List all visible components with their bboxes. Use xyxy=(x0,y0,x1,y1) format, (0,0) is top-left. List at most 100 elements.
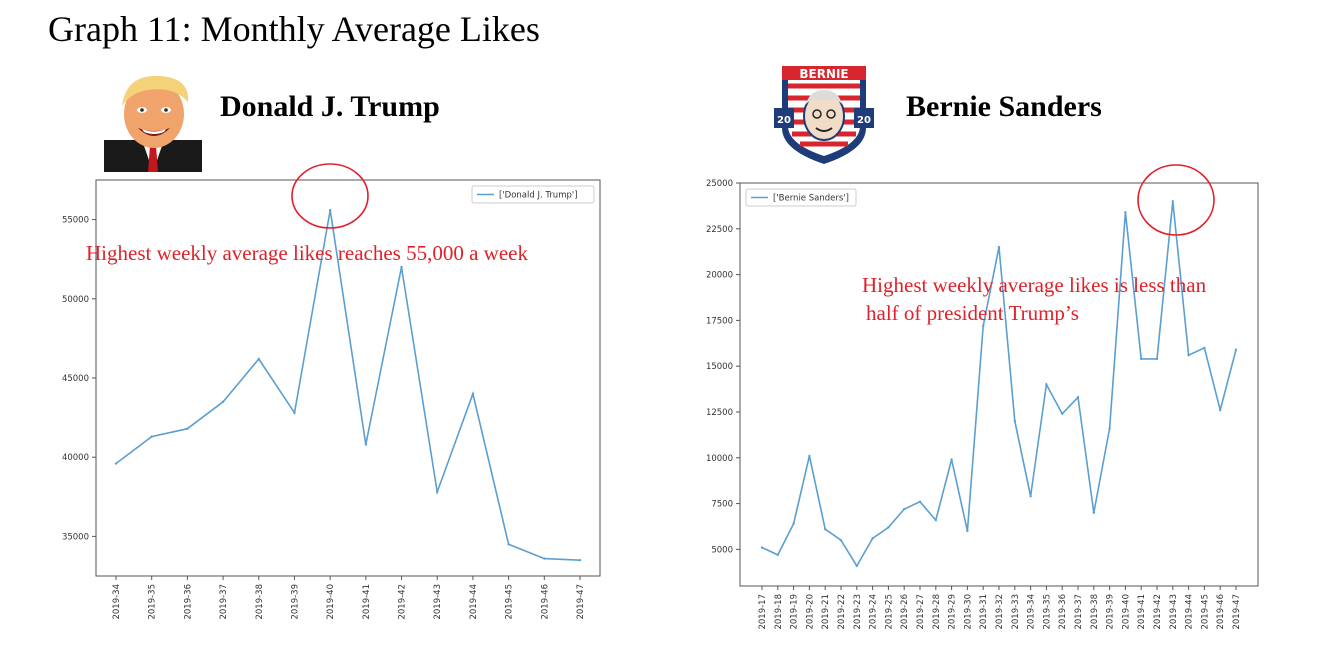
trump-data-point xyxy=(221,400,225,403)
bernie-x-tick-label: 2019-37 xyxy=(1074,594,1084,630)
bernie-data-point xyxy=(1013,419,1016,423)
trump-x-tick-label: 2019-45 xyxy=(505,584,515,620)
bernie-x-tick-label: 2019-40 xyxy=(1121,594,1131,630)
bernie-chart: 5000 7500 10000 12500 15000 17500 20000 22500 25… xyxy=(706,164,1259,630)
bernie-x-tick-label: 2019-33 xyxy=(1011,594,1021,630)
trump-legend-box xyxy=(471,185,595,204)
logo-text: BERNIE xyxy=(799,67,848,81)
bernie-x-tick-label: 2019-21 xyxy=(821,594,831,630)
trump-series-line xyxy=(115,209,581,561)
trump-data-point xyxy=(436,490,439,494)
bernie-data-point xyxy=(760,546,764,549)
bernie-x-tick-label: 2019-36 xyxy=(1058,594,1068,630)
trump-x-tick-label: 2019-46 xyxy=(540,584,550,620)
trump-y-tick-label: 35000 xyxy=(62,532,89,542)
bernie-data-point xyxy=(1045,383,1048,386)
bernie-data-point xyxy=(1061,412,1064,416)
bernie-x-tick-label: 2019-26 xyxy=(900,594,910,630)
trump-data-point xyxy=(186,427,189,430)
trump-panel-title: Donald J. Trump xyxy=(220,90,440,123)
trump-x-tick-label: 2019-39 xyxy=(290,584,300,620)
bernie-y-tick-label: 12500 xyxy=(706,408,733,418)
bernie-x-tick-label: 2019-45 xyxy=(1200,594,1210,630)
bernie-data-point xyxy=(855,564,858,568)
trump-x-tick-label: 2019-37 xyxy=(219,584,229,620)
bernie-data-point xyxy=(1029,495,1032,498)
trump-x-tick-label: 2019-36 xyxy=(183,584,193,620)
bernie-x-tick-label: 2019-35 xyxy=(1042,594,1052,630)
bernie-x-tick-label: 2019-30 xyxy=(963,594,973,630)
bernie-callout-line-2: half of president Trump’s xyxy=(866,301,1079,325)
bernie-y-tick-label: 25000 xyxy=(706,179,733,189)
bernie-x-tick-label: 2019-44 xyxy=(1185,594,1195,630)
bernie-x-tick-label: 2019-38 xyxy=(1090,594,1100,630)
bernie-y-tick-label: 17500 xyxy=(706,316,733,326)
page-title: Graph 11: Monthly Average Likes xyxy=(48,9,540,49)
bernie-series-line xyxy=(761,201,1237,568)
trump-data-point xyxy=(507,543,510,546)
bernie-x-tick-label: 2019-31 xyxy=(979,594,989,630)
trump-legend-label: ['Donald J. Trump'] xyxy=(499,191,578,201)
bernie-x-tick-label: 2019-22 xyxy=(837,594,847,630)
bernie-x-tick-label: 2019-19 xyxy=(790,594,800,630)
bernie-y-tick-label: 5000 xyxy=(711,545,733,555)
bernie-x-tick-label: 2019-28 xyxy=(932,594,942,630)
bernie-y-tick-label: 10000 xyxy=(706,454,733,464)
trump-y-tick-label: 40000 xyxy=(62,453,89,463)
bernie-x-tick-label: 2019-20 xyxy=(805,594,815,630)
bernie-y-tick-label: 22500 xyxy=(706,225,733,235)
bernie-data-point xyxy=(966,529,969,533)
trump-data-point xyxy=(578,558,582,562)
trump-x-tick-label: 2019-41 xyxy=(362,584,372,620)
bernie-callout-line-1: Highest weekly average likes is less tha… xyxy=(862,273,1207,297)
bernie-data-point xyxy=(792,522,795,525)
bernie-data-point xyxy=(1219,408,1222,412)
bernie-data-point xyxy=(982,324,985,328)
trump-y-tick-label: 55000 xyxy=(62,216,89,226)
bernie-data-point xyxy=(1171,200,1175,203)
trump-callout: Highest weekly average likes reaches 55,… xyxy=(86,241,528,265)
bernie-data-point xyxy=(776,553,779,557)
bernie-legend-box xyxy=(745,188,857,207)
trump-x-tick-label: 2019-47 xyxy=(576,584,586,620)
bernie-legend-label: ['Bernie Sanders'] xyxy=(773,194,849,204)
bernie-plot-frame xyxy=(739,182,1259,587)
trump-peak-circle xyxy=(291,163,369,229)
bernie-x-tick-label: 2019-47 xyxy=(1232,594,1242,630)
bernie-x-tick-label: 2019-27 xyxy=(916,594,926,630)
trump-chart: 35000 40000 45000 50000 55000 2019-34 2019-35 2… xyxy=(62,163,601,620)
bernie-data-point xyxy=(1092,511,1096,514)
trump-portrait-icon xyxy=(104,75,202,172)
bernie-data-point xyxy=(934,518,937,522)
bernie-x-tick-label: 2019-32 xyxy=(995,594,1005,630)
bernie-logo-icon: BERNIE 20 20 xyxy=(774,66,874,164)
bernie-data-point xyxy=(1187,353,1190,357)
bernie-data-point xyxy=(1140,357,1143,361)
trump-y-tick-label: 45000 xyxy=(62,374,89,384)
trump-x-tick-label: 2019-38 xyxy=(255,584,265,620)
bernie-data-point xyxy=(950,458,953,461)
bernie-x-tick-label: 2019-42 xyxy=(1153,594,1163,630)
trump-data-point xyxy=(257,357,260,361)
bernie-x-tick-label: 2019-39 xyxy=(1106,594,1116,630)
bernie-data-point xyxy=(824,528,827,531)
bernie-y-tick-label: 15000 xyxy=(706,362,733,372)
bernie-x-tick-label: 2019-25 xyxy=(884,594,894,630)
bernie-data-point xyxy=(1108,427,1111,430)
bernie-x-tick-label: 2019-46 xyxy=(1216,594,1226,630)
bernie-x-tick-label: 2019-43 xyxy=(1169,594,1179,630)
trump-x-tick-label: 2019-40 xyxy=(326,584,336,620)
bernie-data-point xyxy=(903,507,906,511)
bernie-data-point xyxy=(839,539,843,542)
bernie-y-tick-label: 20000 xyxy=(706,271,733,281)
bernie-data-point xyxy=(1124,211,1127,214)
bernie-data-point xyxy=(918,500,922,503)
bernie-data-point xyxy=(1203,346,1206,350)
bernie-data-point xyxy=(997,245,1001,249)
trump-data-point xyxy=(400,265,403,269)
bernie-data-point xyxy=(1076,396,1080,399)
trump-x-tick-label: 2019-43 xyxy=(433,584,443,620)
trump-data-point xyxy=(114,462,118,465)
bernie-data-point xyxy=(1234,348,1238,351)
